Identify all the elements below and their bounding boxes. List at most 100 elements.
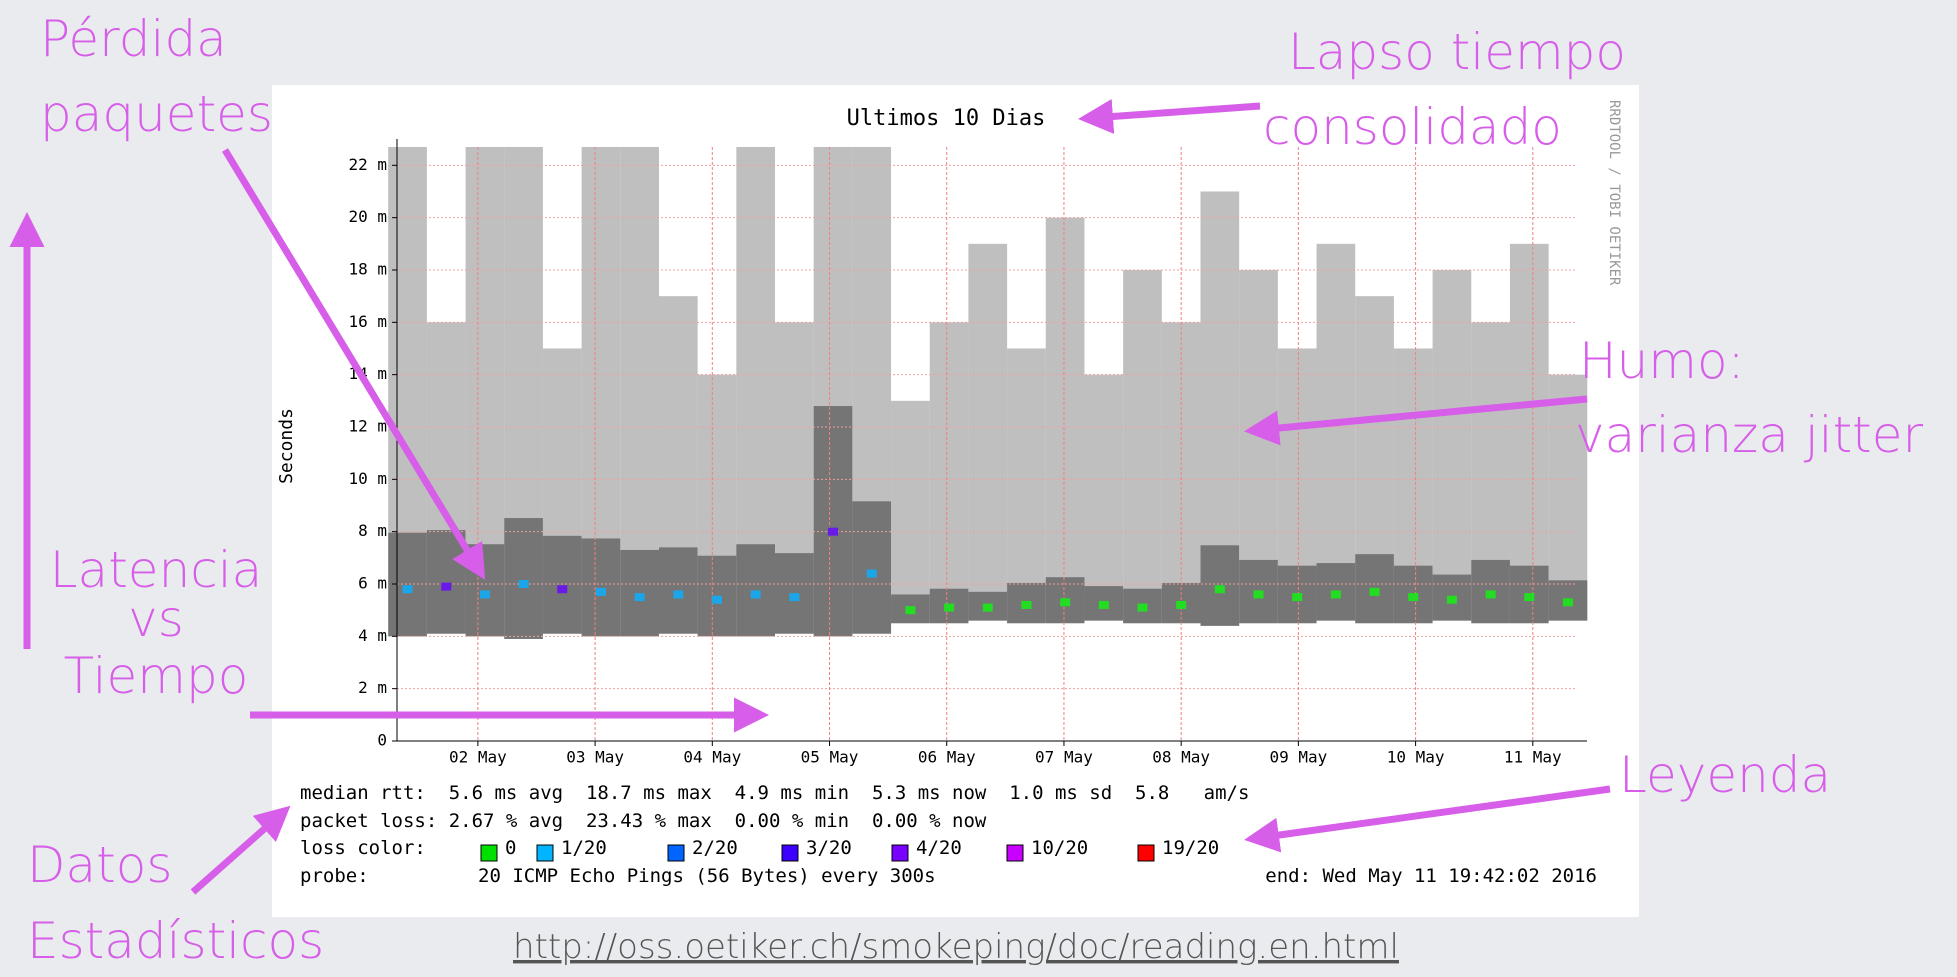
- median-point: [595, 587, 606, 596]
- smoke: [929, 322, 969, 624]
- legend-swatch: [1006, 844, 1024, 862]
- arrow: [1244, 785, 1611, 853]
- smoke: [1548, 374, 1588, 621]
- smoke: [1045, 217, 1085, 624]
- median-point: [1176, 600, 1187, 609]
- legend-swatch: [781, 844, 799, 862]
- legend-swatch: [667, 844, 685, 862]
- x-tick-label: 09 May: [1269, 748, 1327, 767]
- annotation: Leyenda: [1619, 746, 1831, 804]
- x-tick-label: 07 May: [1035, 748, 1093, 767]
- loss-color-label: loss color:: [300, 837, 426, 859]
- legend-swatch: [536, 844, 554, 862]
- median-point: [750, 590, 761, 599]
- median-point: [1369, 587, 1380, 596]
- chart: 02 m4 m6 m8 m10 m12 m14 m16 m18 m20 m22 …: [348, 139, 1588, 767]
- annotation: paquetes: [40, 85, 273, 143]
- chart-title: Ultimos 10 Dias: [847, 106, 1046, 131]
- median-point: [1214, 585, 1225, 594]
- x-tick-label: 02 May: [449, 748, 507, 767]
- legend-label: 4/20: [916, 837, 962, 859]
- median-point: [1253, 590, 1264, 599]
- arrow: [1078, 99, 1261, 134]
- x-tick-label: 03 May: [566, 748, 624, 767]
- median-point: [1524, 593, 1535, 602]
- median-point: [944, 603, 955, 612]
- smoke-core: [426, 530, 466, 634]
- median-point: [1137, 603, 1148, 612]
- smoke: [1509, 243, 1549, 624]
- smoke-core: [852, 501, 892, 634]
- smoke-core: [542, 535, 582, 634]
- legend-swatch: [1137, 844, 1155, 862]
- median-point: [1098, 600, 1109, 609]
- legend-label: 10/20: [1031, 837, 1088, 859]
- legend-label: 3/20: [806, 837, 852, 859]
- annotation: vs: [128, 590, 184, 648]
- annotation: Latencia: [50, 541, 263, 599]
- y-tick-label: 16 m: [348, 312, 387, 331]
- y-tick-label: 20 m: [348, 207, 387, 226]
- end-time: end: Wed May 11 19:42:02 2016: [1265, 865, 1597, 887]
- y-tick-label: 2 m: [358, 678, 387, 697]
- x-tick-label: 10 May: [1387, 748, 1445, 767]
- smoke-core: [736, 544, 776, 637]
- legend-swatch: [891, 844, 909, 862]
- median-point: [905, 606, 916, 615]
- legend-label: 0: [505, 837, 516, 859]
- annotation: Tiempo: [64, 647, 249, 705]
- legend-label: 19/20: [1162, 837, 1219, 859]
- y-tick-label: 18 m: [348, 259, 387, 278]
- annotation: consolidado: [1263, 98, 1562, 156]
- x-tick-label: 11 May: [1504, 748, 1562, 767]
- probe-label: probe:: [300, 865, 369, 887]
- median-point: [866, 569, 877, 578]
- smoke-core: [813, 406, 853, 637]
- median-point: [402, 585, 413, 594]
- x-tick-label: 04 May: [683, 748, 741, 767]
- y-tick-label: 10 m: [348, 469, 387, 488]
- median-point: [518, 579, 529, 588]
- probe: 20 ICMP Echo Pings (56 Bytes) every 300s: [478, 865, 936, 887]
- y-tick-label: 22 m: [348, 155, 387, 174]
- y-tick-label: 12 m: [348, 416, 387, 435]
- smoke-core: [388, 532, 427, 637]
- smoke-core: [504, 518, 543, 639]
- smoke: [1007, 348, 1046, 624]
- smoke: [1084, 374, 1124, 621]
- median-point: [711, 595, 722, 604]
- median-point: [982, 603, 993, 612]
- median-point: [1060, 598, 1071, 607]
- median-point: [479, 590, 490, 599]
- stats-line: packet loss: 2.67 % avg 23.43 % max 0.00…: [300, 810, 987, 832]
- legend-swatch: [480, 844, 498, 862]
- annotation: Humo:: [1579, 332, 1744, 390]
- median-point: [1292, 593, 1303, 602]
- median-point: [1485, 590, 1496, 599]
- y-tick-label: 8 m: [358, 521, 387, 540]
- median-point: [1330, 590, 1341, 599]
- median-point: [1446, 595, 1457, 604]
- smoke: [1432, 269, 1472, 621]
- credit: RRDTOOL / TOBI OETIKER: [1606, 100, 1622, 286]
- median-point: [828, 527, 839, 536]
- url[interactable]: http://oss.oetiker.ch/smokeping/doc/read…: [513, 927, 1399, 967]
- median-point: [557, 585, 568, 594]
- annotation: varianza jitter: [1575, 406, 1924, 464]
- y-tick-label: 4 m: [358, 626, 387, 645]
- y-tick-label: 0: [377, 731, 387, 750]
- arrow: [1244, 395, 1588, 446]
- annotation: Lapso tiempo: [1288, 23, 1626, 81]
- arrow: [222, 148, 486, 580]
- x-tick-label: 06 May: [918, 748, 976, 767]
- smoke: [968, 243, 1008, 621]
- smoke-core: [581, 538, 621, 637]
- annotation: Estadísticos: [27, 912, 324, 970]
- annotation: Datos: [27, 836, 172, 894]
- median-point: [441, 582, 452, 591]
- annotation: Pérdida: [40, 10, 227, 68]
- median-point: [1408, 593, 1419, 602]
- arrow: [190, 805, 291, 895]
- y-axis-label: Seconds: [276, 408, 297, 484]
